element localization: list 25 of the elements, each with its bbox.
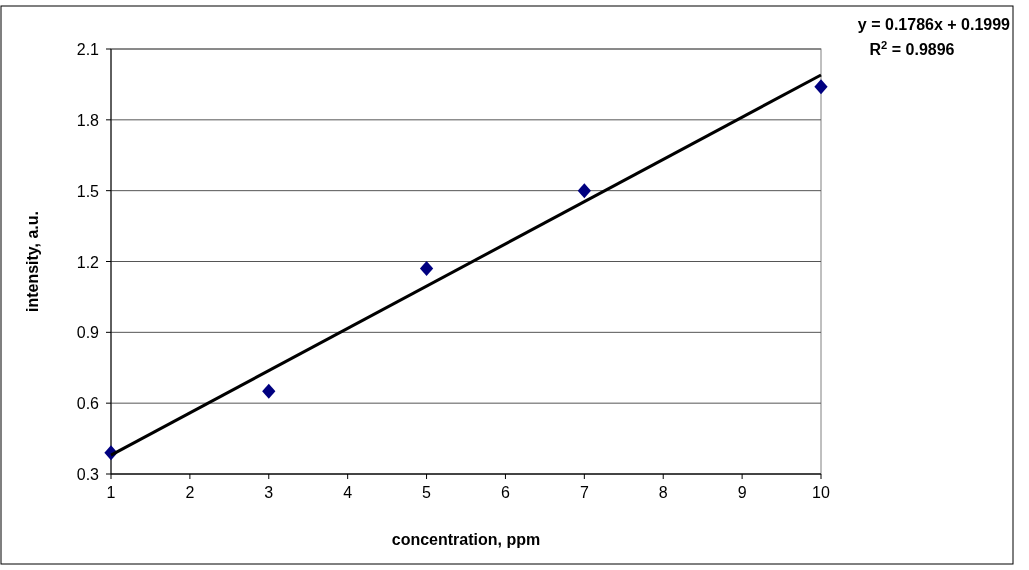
x-axis-title: concentration, ppm xyxy=(391,531,541,548)
x-tick-label: 6 xyxy=(500,484,510,501)
y-tick-label: 0.9 xyxy=(76,324,100,342)
x-tick-label: 2 xyxy=(185,484,195,501)
y-tick-label: 2.1 xyxy=(76,41,100,58)
x-tick-label: 10 xyxy=(812,484,830,501)
text: y = 0.1786x + 0.1999 xyxy=(857,16,1011,33)
point xyxy=(814,79,828,95)
y-tick-label: 0.3 xyxy=(76,466,100,483)
text: R$^{2}$ = 0.9896 xyxy=(869,39,955,58)
x-tick-label: 1 xyxy=(106,484,116,501)
point xyxy=(577,183,591,199)
y-tick-label: 1.8 xyxy=(76,111,100,129)
point xyxy=(419,261,434,277)
y-tick-label: 1.2 xyxy=(76,253,100,271)
point xyxy=(262,383,276,399)
x-tick-label: 9 xyxy=(737,484,747,501)
x-tick-label: 5 xyxy=(422,484,432,501)
x-tick-label: 8 xyxy=(658,484,668,501)
x-tick-label: 4 xyxy=(343,484,353,501)
y-tick-label: 0.6 xyxy=(76,395,100,413)
x-tick-label: 3 xyxy=(264,484,274,501)
y-tick-label: 1.5 xyxy=(76,182,100,200)
x-tick-label: 7 xyxy=(579,484,589,501)
y-axis-title: intensity, a.u. xyxy=(24,210,41,313)
